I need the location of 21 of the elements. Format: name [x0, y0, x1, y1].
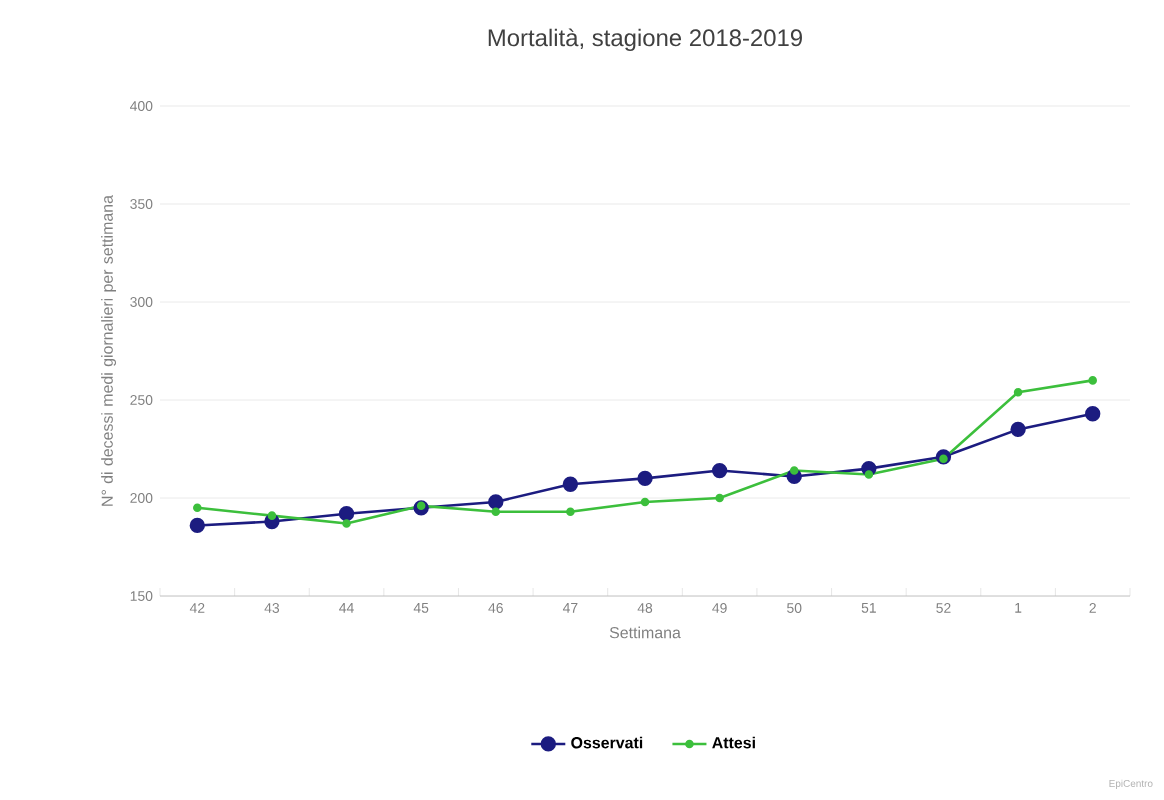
point	[338, 506, 355, 522]
point	[1013, 387, 1023, 397]
point	[789, 466, 799, 475]
point	[342, 519, 351, 528]
point	[637, 470, 653, 487]
point	[416, 501, 426, 511]
point	[562, 476, 579, 492]
point	[640, 497, 650, 507]
point	[491, 507, 501, 517]
point	[1010, 421, 1026, 438]
chart-title: Mortalità, stagione 2018-2019	[488, 28, 802, 52]
point	[566, 507, 575, 517]
point	[715, 493, 724, 503]
point	[711, 462, 728, 479]
point	[488, 494, 504, 510]
point	[267, 511, 277, 520]
point	[1088, 376, 1097, 385]
point	[1085, 406, 1101, 422]
point	[864, 470, 874, 479]
point	[189, 517, 205, 534]
point	[193, 503, 202, 513]
